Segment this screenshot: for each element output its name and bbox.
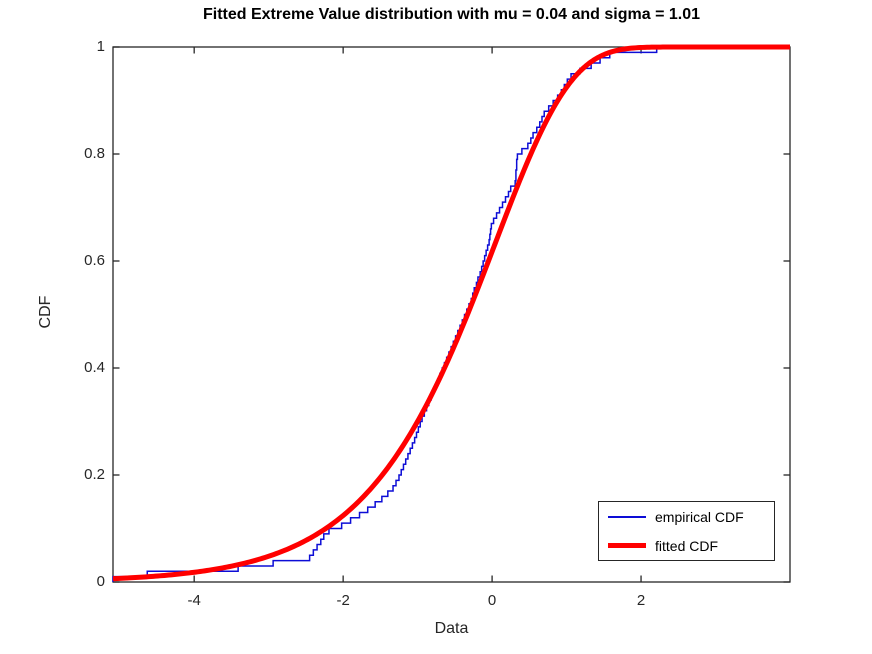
x-tick-label: -2 [336, 592, 350, 609]
legend-entry-fitted: fitted CDF [599, 533, 774, 559]
x-tick-label: -4 [187, 592, 201, 609]
y-tick-label: 0.8 [84, 145, 105, 162]
x-tick-label: 2 [636, 592, 646, 609]
y-tick-label: 0.4 [84, 359, 105, 376]
y-tick-label: 0.2 [84, 466, 105, 483]
legend-entry-empirical: empirical CDF [599, 504, 774, 530]
legend-label-fitted: fitted CDF [655, 537, 719, 554]
legend-label-empirical: empirical CDF [655, 508, 744, 525]
empirical-cdf-curve [112, 46, 668, 582]
x-tick-label: 0 [487, 592, 497, 609]
y-tick-label: 0.6 [84, 252, 105, 269]
fitted-cdf-curve [112, 44, 791, 582]
empirical-cdf-line-sample [608, 515, 646, 518]
y-axis-label: CDF [37, 295, 54, 329]
legend: empirical CDF fitted CDF [598, 501, 775, 561]
x-axis-label: Data [434, 620, 469, 637]
chart-title: Fitted Extreme Value distribution with m… [202, 6, 701, 23]
y-tick-label: 0 [96, 573, 105, 590]
y-tick-label: 1 [96, 38, 105, 55]
fitted-cdf-line-sample [608, 543, 646, 548]
axes-box [112, 46, 791, 583]
